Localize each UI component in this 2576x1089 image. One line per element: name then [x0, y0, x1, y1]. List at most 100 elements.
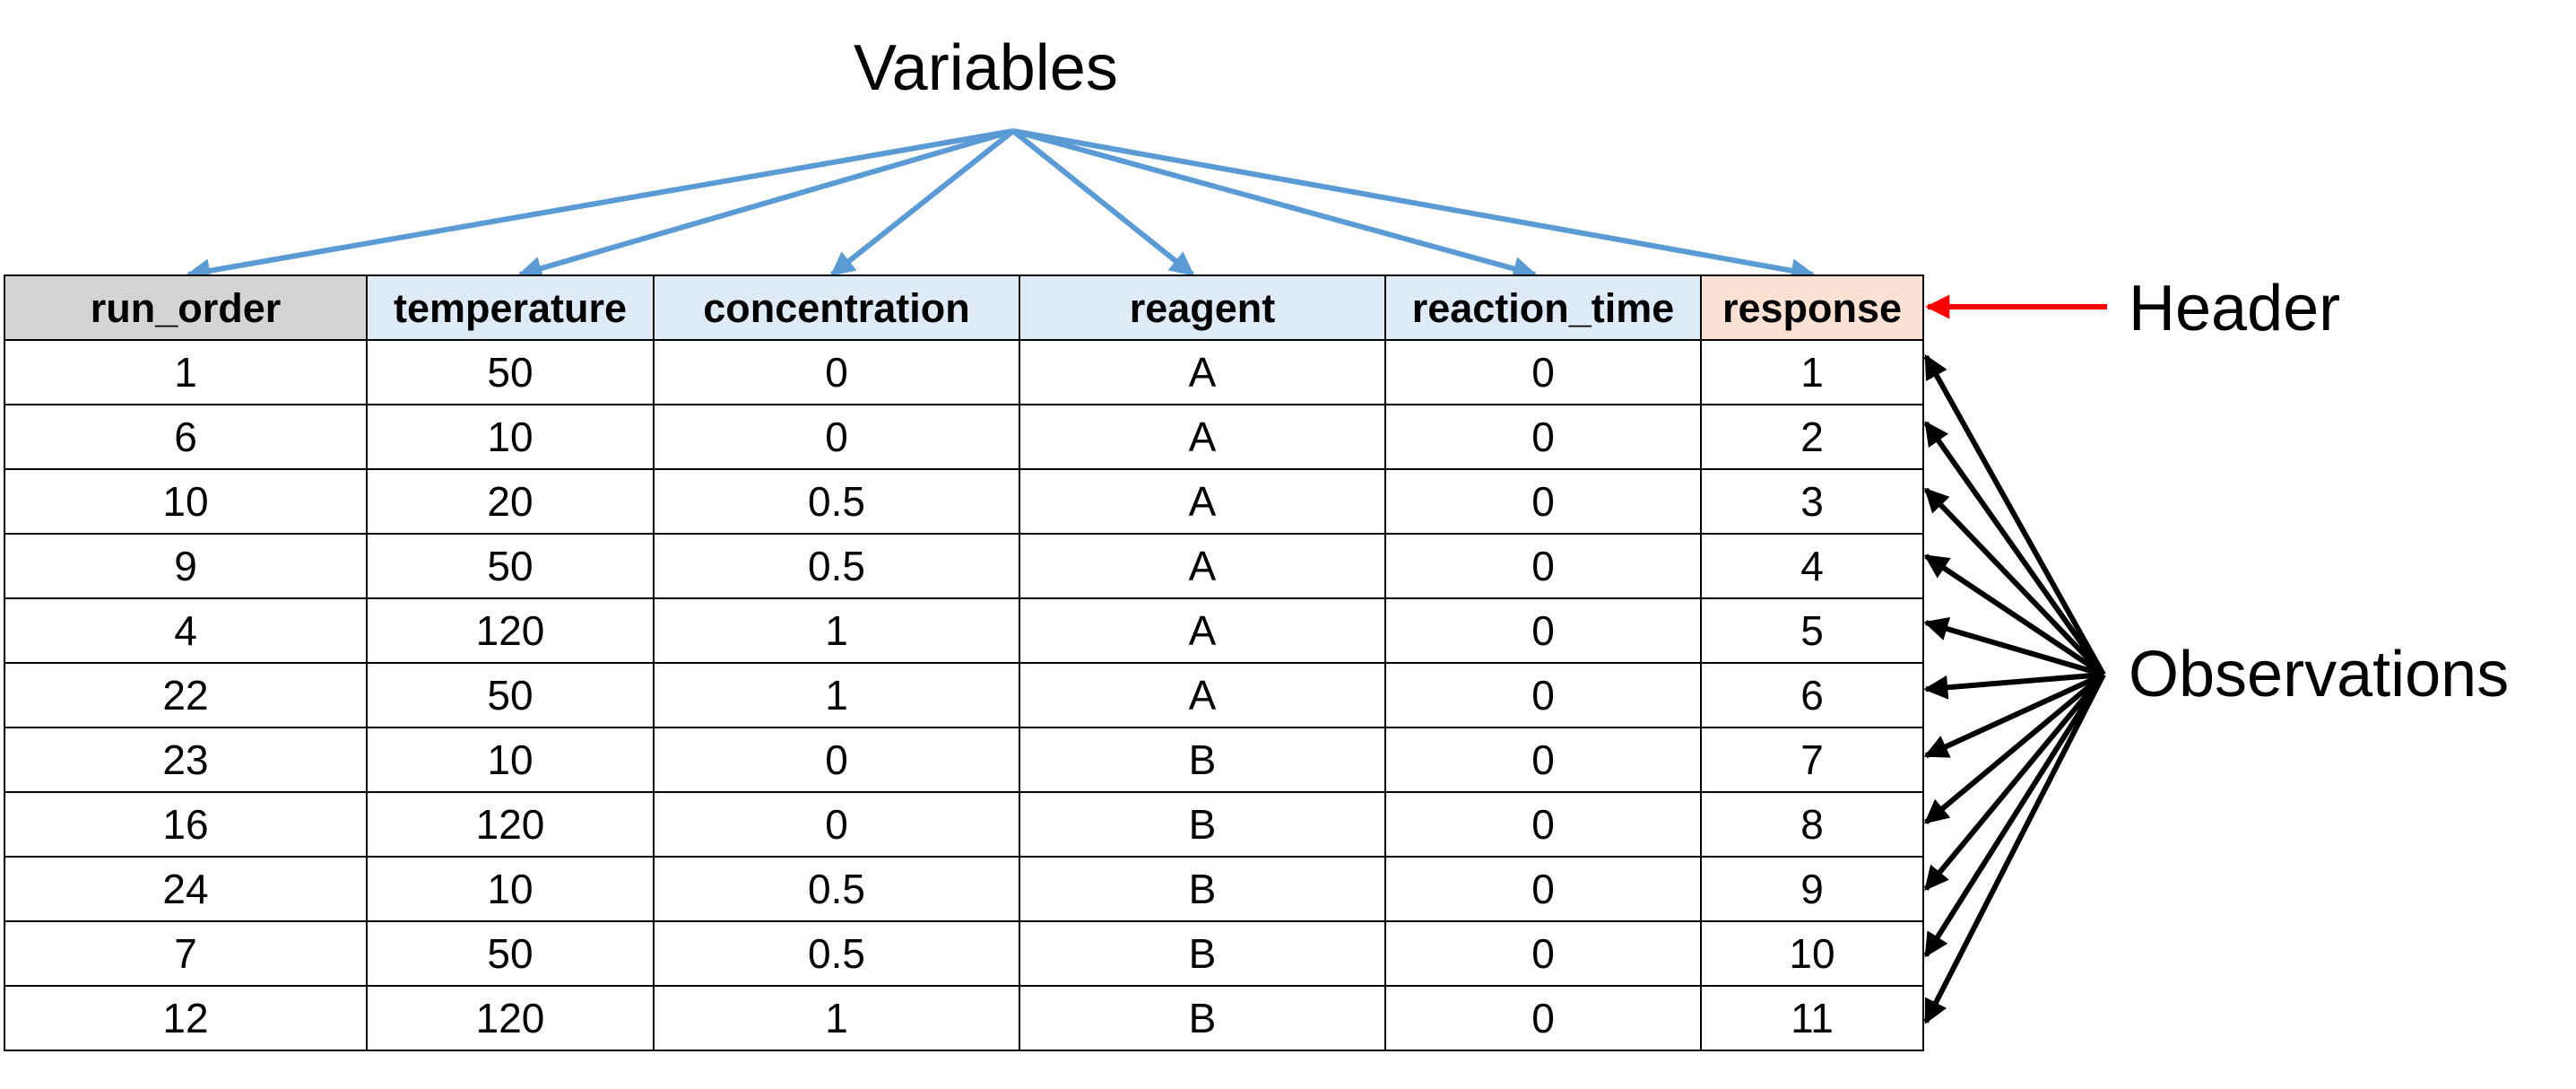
table-cell-response: 6: [1700, 662, 1924, 728]
table-cell-temperature: 10: [366, 727, 655, 793]
table-cell-concentration: 1: [653, 662, 1020, 728]
table-cell-reaction-time: 0: [1384, 920, 1702, 987]
table-cell-reaction-time: 0: [1384, 791, 1702, 858]
table-row: 23 10 0 B 0 7: [4, 727, 1924, 793]
variable-arrow: [1012, 128, 1538, 281]
observation-arrow: [1923, 672, 2104, 700]
variable-arrow: [1012, 128, 1816, 283]
table-cell-temperature: 120: [366, 985, 655, 1051]
table-cell-reaction-time: 0: [1384, 597, 1702, 664]
table-cell-reaction-time: 0: [1384, 727, 1702, 793]
table-cell-concentration: 0.5: [653, 856, 1020, 922]
table-cell-concentration: 0: [653, 791, 1020, 858]
table-cell-reagent: A: [1019, 597, 1386, 664]
table-cell-concentration: 0.5: [653, 533, 1020, 599]
table-cell-response: 11: [1700, 985, 1924, 1051]
observation-arrow: [1923, 672, 2105, 759]
column-header-run-order: run_order: [4, 274, 368, 341]
table-cell-response: 5: [1700, 597, 1924, 664]
table-cell-response: 4: [1700, 533, 1924, 599]
header-label: Header: [2129, 273, 2341, 344]
table-row: 16 120 0 B 0 8: [4, 791, 1924, 858]
table-row: 22 50 1 A 0 6: [4, 662, 1924, 728]
table-cell-reaction-time: 0: [1384, 662, 1702, 728]
table-cell-temperature: 120: [366, 597, 655, 664]
table-cell-concentration: 0: [653, 727, 1020, 793]
data-table: run_order temperature concentration reag…: [4, 274, 1924, 1051]
table-cell-reagent: B: [1019, 791, 1386, 858]
table-row: 9 50 0.5 A 0 4: [4, 533, 1924, 599]
table-cell-response: 1: [1700, 339, 1924, 405]
observation-arrow: [1923, 673, 2106, 958]
variable-arrow: [186, 128, 1014, 283]
table-cell-reaction-time: 0: [1384, 339, 1702, 405]
variable-arrow: [517, 128, 1014, 281]
table-cell-reagent: B: [1019, 920, 1386, 987]
observation-arrow: [1923, 672, 2105, 825]
table-cell-run-order: 4: [4, 597, 368, 664]
table-row: 1 50 0 A 0 1: [4, 339, 1924, 405]
table-cell-concentration: 0: [653, 339, 1020, 405]
table-cell-run-order: 6: [4, 404, 368, 470]
table-cell-reagent: B: [1019, 985, 1386, 1051]
table-cell-reagent: A: [1019, 404, 1386, 470]
table-cell-concentration: 0.5: [653, 468, 1020, 535]
table-cell-reagent: B: [1019, 856, 1386, 922]
table-cell-run-order: 23: [4, 727, 368, 793]
table-cell-reaction-time: 0: [1384, 533, 1702, 599]
table-cell-reagent: A: [1019, 468, 1386, 535]
table-cell-run-order: 10: [4, 468, 368, 535]
table-cell-temperature: 50: [366, 339, 655, 405]
observation-arrow: [1923, 673, 2106, 1024]
table-row: 24 10 0.5 B 0 9: [4, 856, 1924, 922]
table-cell-reaction-time: 0: [1384, 985, 1702, 1051]
column-header-response: response: [1700, 274, 1924, 341]
table-cell-concentration: 0.5: [653, 920, 1020, 987]
header-row: run_order temperature concentration reag…: [4, 274, 1924, 341]
table-cell-run-order: 9: [4, 533, 368, 599]
column-header-reagent: reagent: [1019, 274, 1386, 341]
table-cell-run-order: 7: [4, 920, 368, 987]
table-cell-temperature: 50: [366, 533, 655, 599]
table-cell-reagent: B: [1019, 727, 1386, 793]
table-cell-response: 9: [1700, 856, 1924, 922]
table-cell-run-order: 1: [4, 339, 368, 405]
table-row: 12 120 1 B 0 11: [4, 985, 1924, 1051]
table-row: 4 120 1 A 0 5: [4, 597, 1924, 664]
table-cell-temperature: 20: [366, 468, 655, 535]
table-cell-response: 10: [1700, 920, 1924, 987]
table-cell-concentration: 1: [653, 985, 1020, 1051]
table-cell-concentration: 1: [653, 597, 1020, 664]
table-cell-run-order: 12: [4, 985, 368, 1051]
table-cell-temperature: 120: [366, 791, 655, 858]
table-cell-run-order: 16: [4, 791, 368, 858]
column-header-reaction-time: reaction_time: [1384, 274, 1702, 341]
table-cell-reagent: A: [1019, 339, 1386, 405]
table-cell-concentration: 0: [653, 404, 1020, 470]
table-cell-temperature: 50: [366, 662, 655, 728]
observation-arrow: [1923, 353, 2106, 676]
observation-arrow: [1923, 673, 2106, 891]
observation-arrow: [1923, 421, 2106, 676]
table-row: 10 20 0.5 A 0 3: [4, 468, 1924, 535]
column-header-concentration: concentration: [653, 274, 1020, 341]
variable-arrow: [1011, 128, 1195, 277]
table-row: 7 50 0.5 B 0 10: [4, 920, 1924, 987]
table-cell-reaction-time: 0: [1384, 468, 1702, 535]
table-cell-run-order: 24: [4, 856, 368, 922]
variable-arrow: [829, 128, 1015, 277]
column-header-temperature: temperature: [366, 274, 655, 341]
observations-label: Observations: [2129, 639, 2510, 710]
variables-label: Variables: [854, 32, 1118, 104]
table-cell-temperature: 10: [366, 856, 655, 922]
table-cell-reagent: A: [1019, 662, 1386, 728]
table-cell-response: 7: [1700, 727, 1924, 793]
observation-arrow: [1923, 487, 2106, 677]
table-cell-response: 3: [1700, 468, 1924, 535]
table-cell-response: 2: [1700, 404, 1924, 470]
table-cell-reagent: A: [1019, 533, 1386, 599]
table-cell-reaction-time: 0: [1384, 856, 1702, 922]
table-cell-temperature: 50: [366, 920, 655, 987]
observation-arrow: [1923, 616, 2104, 677]
